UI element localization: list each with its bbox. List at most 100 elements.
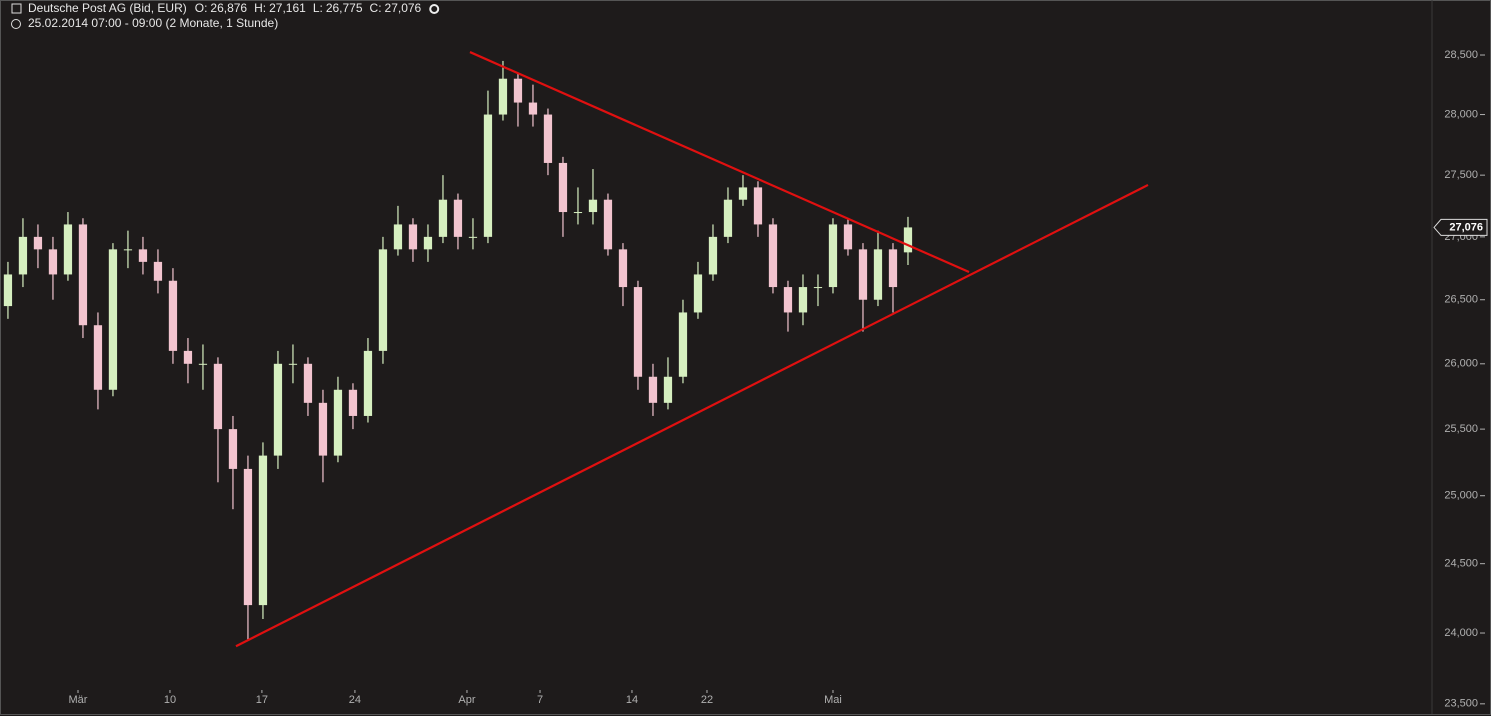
candle-body	[63, 224, 73, 275]
candle-body	[318, 402, 328, 456]
ohlc-key: O:	[195, 1, 208, 15]
candle	[33, 224, 43, 269]
candle-body	[468, 236, 478, 238]
candle	[813, 274, 823, 307]
ohlc-key: L:	[313, 1, 323, 15]
candle	[423, 224, 433, 262]
settings-icon	[429, 4, 440, 14]
candle-body	[423, 236, 433, 250]
candle	[678, 299, 688, 384]
candle	[828, 218, 838, 294]
candle-body	[213, 363, 223, 430]
clock-icon	[11, 19, 21, 29]
y-tick-label: 24,500	[1444, 558, 1478, 570]
candle	[858, 243, 868, 332]
candle	[543, 108, 553, 176]
candle-body	[693, 274, 703, 313]
candle-body	[813, 287, 823, 289]
instrument: Deutsche Post AG (Bid, EUR)	[28, 1, 187, 15]
candle	[3, 261, 13, 319]
candle-body	[408, 224, 418, 250]
candle-body	[753, 187, 763, 225]
candle	[123, 230, 133, 269]
candle-body	[228, 429, 238, 469]
last-price-tag	[1433, 218, 1488, 236]
x-tick-label: 24	[349, 694, 361, 706]
y-tick-label: 27,500	[1444, 169, 1478, 181]
y-tick-label: 28,500	[1444, 49, 1478, 61]
y-tick-label: 26,500	[1444, 294, 1478, 306]
date-range: 25.02.2014 07:00 - 09:00 (2 Monate, 1 St…	[28, 16, 278, 30]
candle-body	[483, 114, 493, 237]
candle-body	[498, 78, 508, 115]
y-tick-label: 25,000	[1444, 490, 1478, 502]
candle-body	[138, 249, 148, 262]
candle	[453, 193, 463, 250]
candle	[483, 90, 493, 244]
candle	[333, 376, 343, 463]
y-tick-label: 23,500	[1444, 698, 1478, 710]
candle-body	[258, 455, 268, 606]
candle-body	[663, 376, 673, 403]
x-tick-label: Mär	[69, 694, 88, 706]
candle-body	[618, 249, 628, 288]
candle-body	[513, 78, 523, 103]
candle	[768, 218, 778, 294]
candle-body	[708, 236, 718, 275]
ohlc-key: H:	[254, 1, 266, 15]
candle	[618, 243, 628, 307]
x-tick-label: 10	[164, 694, 176, 706]
candle-body	[858, 249, 868, 300]
candle-body	[603, 199, 613, 250]
candle-body	[543, 114, 553, 163]
candle	[738, 175, 748, 206]
candle-body	[273, 363, 283, 456]
candle-body	[363, 350, 373, 416]
x-tick-label: 7	[537, 694, 543, 706]
ohlc-key: C:	[370, 1, 382, 15]
candle	[48, 236, 58, 300]
candle	[708, 224, 718, 281]
candle	[498, 60, 508, 121]
candle	[783, 280, 793, 332]
candle	[573, 187, 583, 225]
candle-body	[93, 325, 103, 390]
candle-body	[78, 224, 88, 326]
candle	[168, 268, 178, 364]
candle	[243, 455, 253, 641]
candle-body	[768, 224, 778, 288]
candle	[408, 218, 418, 262]
ohlc-value: 26,876	[210, 1, 247, 15]
candle-body	[453, 199, 463, 237]
candle-body	[288, 363, 298, 365]
candle	[873, 230, 883, 307]
candle	[663, 357, 673, 410]
candle	[183, 338, 193, 384]
header: Deutsche Post AG (Bid, EUR) 25.02.2014 0…	[11, 1, 278, 30]
last-price-label: 27,076	[1449, 221, 1483, 233]
candle	[348, 383, 358, 430]
candle-body	[558, 162, 568, 213]
candle	[888, 243, 898, 313]
candle-body	[168, 280, 178, 351]
candle	[108, 243, 118, 397]
candle	[633, 280, 643, 390]
x-tick-label: Apr	[458, 694, 475, 706]
x-tick-label: Mai	[824, 694, 842, 706]
candle-body	[378, 249, 388, 351]
candle	[288, 344, 298, 384]
candle	[198, 344, 208, 390]
candle-body	[393, 224, 403, 250]
candle	[723, 187, 733, 244]
candle-body	[873, 249, 883, 300]
candle	[93, 312, 103, 410]
candle	[378, 236, 388, 364]
candle	[18, 218, 28, 288]
candle	[843, 218, 853, 256]
candle-body	[243, 468, 253, 606]
candle-body	[108, 249, 118, 390]
candle-body	[738, 187, 748, 200]
candle-body	[723, 199, 733, 237]
candle-body	[33, 236, 43, 250]
